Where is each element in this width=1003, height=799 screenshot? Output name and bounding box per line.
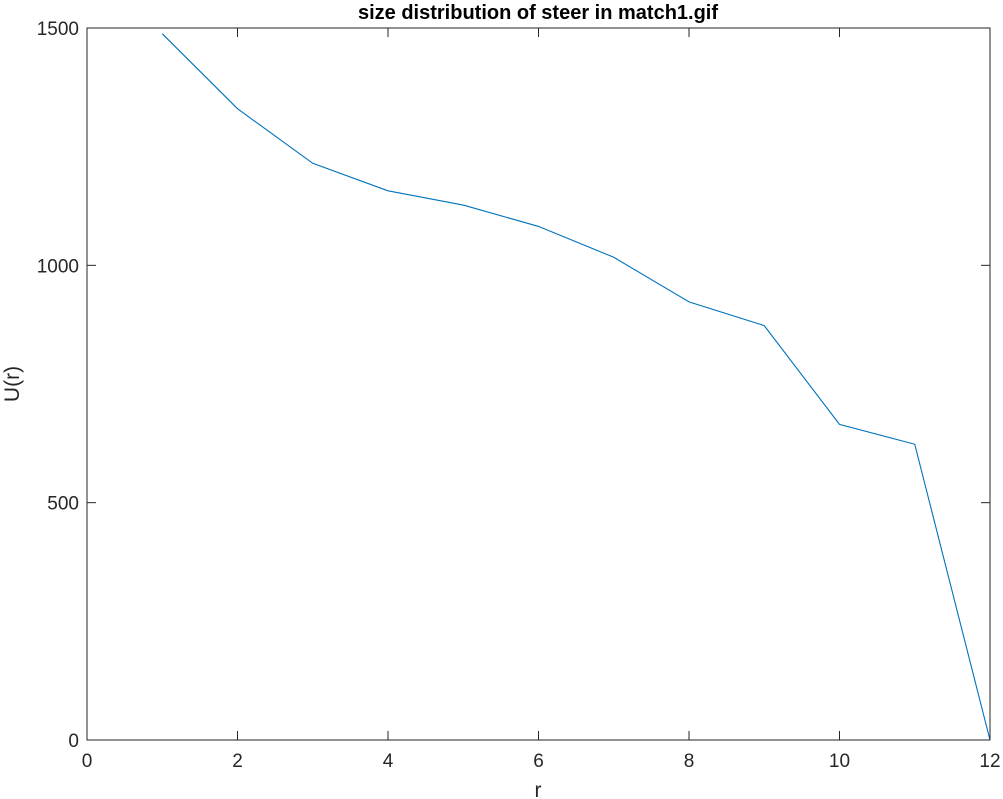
axes-box <box>86 27 991 741</box>
y-tick-label: 1500 <box>37 19 79 40</box>
data-point <box>613 257 614 258</box>
series-line <box>161 33 991 741</box>
data-point <box>387 190 388 191</box>
data-point <box>914 444 915 445</box>
x-tick-label: 8 <box>684 751 695 772</box>
plot-area <box>87 28 990 740</box>
data-point <box>764 325 765 326</box>
y-tick-label: 500 <box>47 494 79 515</box>
data-point <box>688 301 689 302</box>
x-tick-label: 2 <box>232 751 243 772</box>
data-point <box>463 204 464 205</box>
x-tick-label: 4 <box>383 751 394 772</box>
y-tick-label: 0 <box>68 731 79 752</box>
x-tick-label: 12 <box>979 751 1000 772</box>
y-tick-label: 1000 <box>37 256 79 277</box>
chart-title: size distribution of steer in match1.gif <box>358 2 718 24</box>
data-point <box>839 424 840 425</box>
x-tick-label: 0 <box>82 751 93 772</box>
data-point <box>162 33 163 34</box>
x-axis-title: r <box>535 779 542 799</box>
data-point <box>538 226 539 227</box>
series-group <box>161 33 991 741</box>
x-tick-label: 6 <box>533 751 544 772</box>
data-point <box>312 163 313 164</box>
x-tick-label: 10 <box>829 751 850 772</box>
data-point <box>237 108 238 109</box>
y-axis-title: U(r) <box>1 366 24 402</box>
